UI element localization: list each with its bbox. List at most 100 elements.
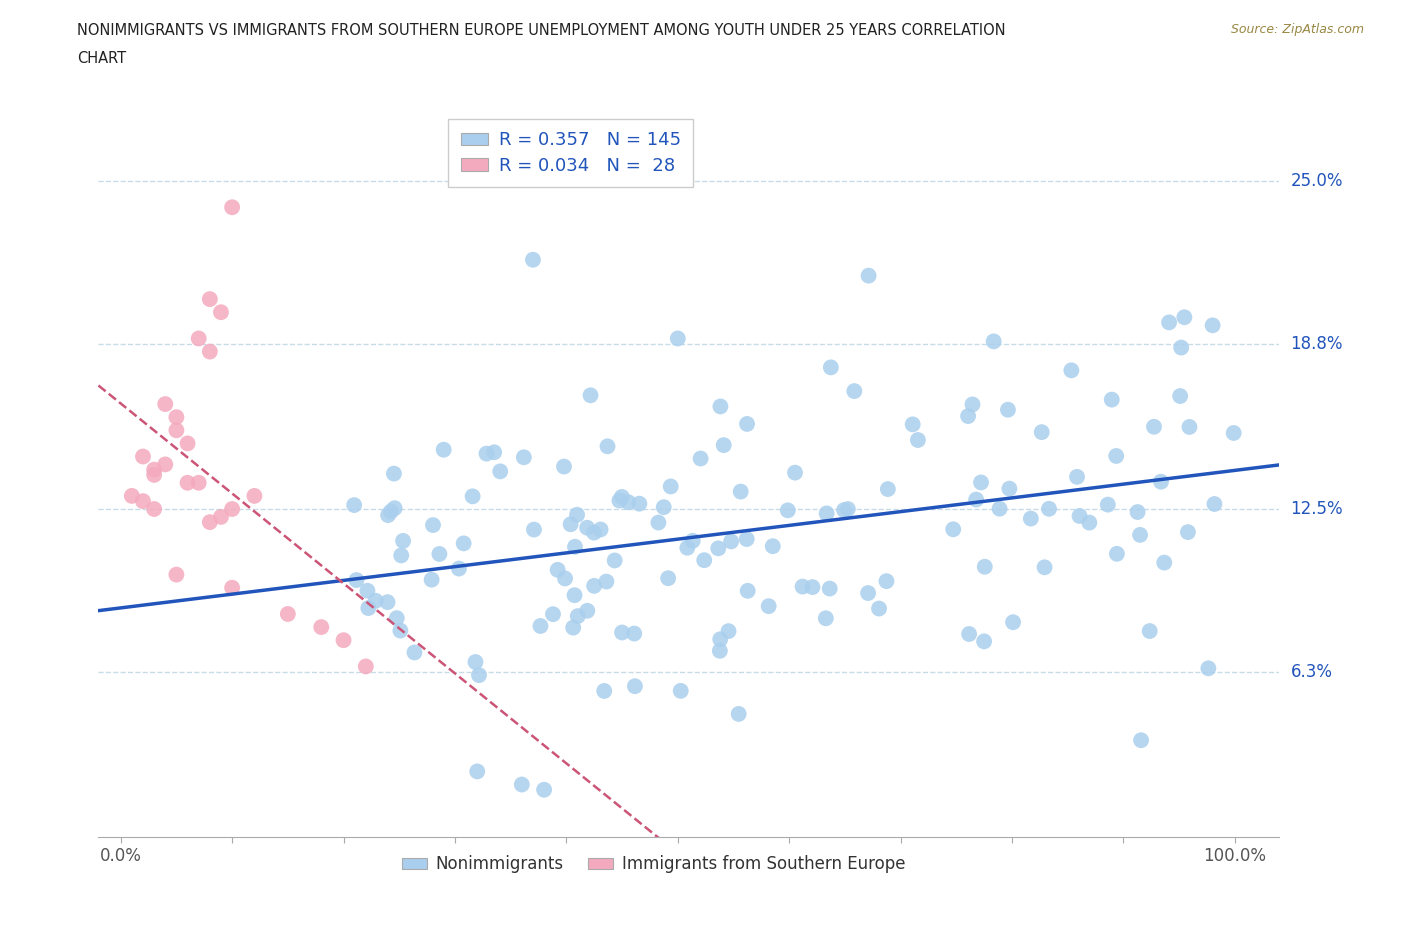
- Point: [628, 497, 651, 512]
- Text: 18.8%: 18.8%: [1291, 335, 1343, 352]
- Point: [659, 479, 682, 494]
- Point: [970, 475, 993, 490]
- Text: CHART: CHART: [77, 51, 127, 66]
- Point: [624, 679, 647, 694]
- Point: [1139, 624, 1161, 639]
- Point: [209, 510, 232, 525]
- Point: [198, 514, 221, 529]
- Point: [1060, 363, 1083, 378]
- Point: [513, 450, 536, 465]
- Point: [221, 580, 243, 595]
- Point: [277, 606, 299, 621]
- Point: [818, 581, 841, 596]
- Legend: Nonimmigrants, Immigrants from Southern Europe: Nonimmigrants, Immigrants from Southern …: [395, 849, 912, 880]
- Point: [609, 493, 631, 508]
- Point: [735, 417, 758, 432]
- Point: [875, 574, 897, 589]
- Point: [143, 462, 166, 477]
- Point: [983, 334, 1005, 349]
- Point: [165, 410, 187, 425]
- Point: [343, 498, 366, 512]
- Point: [596, 439, 619, 454]
- Point: [647, 515, 669, 530]
- Point: [582, 525, 605, 540]
- Point: [1168, 389, 1191, 404]
- Point: [617, 495, 640, 510]
- Point: [523, 522, 546, 537]
- Point: [814, 611, 837, 626]
- Point: [155, 457, 177, 472]
- Point: [143, 501, 166, 516]
- Point: [465, 764, 488, 778]
- Text: 6.3%: 6.3%: [1291, 663, 1333, 681]
- Text: 12.5%: 12.5%: [1291, 500, 1343, 518]
- Point: [727, 707, 749, 722]
- Point: [988, 501, 1011, 516]
- Point: [564, 588, 586, 603]
- Point: [815, 506, 838, 521]
- Point: [1153, 555, 1175, 570]
- Point: [132, 449, 155, 464]
- Point: [309, 619, 332, 634]
- Point: [707, 541, 730, 556]
- Point: [758, 599, 780, 614]
- Point: [464, 655, 486, 670]
- Point: [165, 423, 187, 438]
- Point: [657, 571, 679, 586]
- Point: [522, 252, 544, 267]
- Point: [576, 520, 599, 535]
- Point: [682, 533, 704, 548]
- Point: [541, 606, 564, 621]
- Point: [176, 436, 198, 451]
- Point: [801, 579, 824, 594]
- Point: [468, 668, 491, 683]
- Point: [389, 548, 412, 563]
- Point: [356, 583, 378, 598]
- Point: [1170, 340, 1192, 355]
- Point: [377, 508, 399, 523]
- Point: [461, 489, 484, 504]
- Point: [1197, 661, 1219, 676]
- Point: [783, 465, 806, 480]
- Point: [564, 539, 586, 554]
- Text: NONIMMIGRANTS VS IMMIGRANTS FROM SOUTHERN EUROPE UNEMPLOYMENT AMONG YOUTH UNDER : NONIMMIGRANTS VS IMMIGRANTS FROM SOUTHER…: [77, 23, 1005, 38]
- Point: [482, 445, 505, 459]
- Point: [404, 645, 426, 660]
- Point: [209, 305, 232, 320]
- Point: [595, 574, 617, 589]
- Point: [143, 468, 166, 483]
- Point: [1019, 512, 1042, 526]
- Point: [576, 604, 599, 618]
- Point: [735, 532, 758, 547]
- Point: [565, 508, 588, 523]
- Point: [844, 384, 866, 399]
- Point: [433, 443, 456, 458]
- Point: [856, 586, 879, 601]
- Point: [377, 594, 399, 609]
- Point: [1078, 515, 1101, 530]
- Point: [1105, 546, 1128, 561]
- Point: [973, 559, 995, 574]
- Point: [155, 396, 177, 411]
- Point: [429, 547, 451, 562]
- Point: [583, 578, 606, 593]
- Point: [364, 593, 387, 608]
- Point: [384, 500, 406, 515]
- Point: [603, 553, 626, 568]
- Point: [121, 488, 143, 503]
- Point: [676, 540, 699, 555]
- Point: [165, 567, 187, 582]
- Point: [221, 200, 243, 215]
- Point: [666, 331, 689, 346]
- Point: [389, 623, 412, 638]
- Point: [187, 331, 209, 346]
- Point: [997, 403, 1019, 418]
- Point: [380, 504, 402, 519]
- Point: [1178, 419, 1201, 434]
- Point: [382, 466, 405, 481]
- Point: [623, 626, 645, 641]
- Point: [420, 572, 443, 587]
- Point: [837, 501, 859, 516]
- Point: [762, 538, 785, 553]
- Point: [737, 583, 759, 598]
